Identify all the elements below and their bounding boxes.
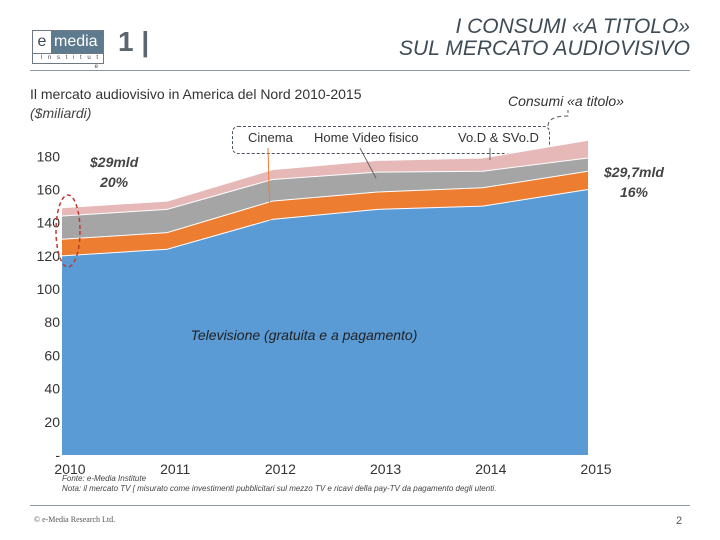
y-tick-label: - — [55, 447, 60, 463]
callout-2015: $29,7mld 16% — [604, 162, 664, 202]
x-tick-label: 2015 — [580, 461, 611, 477]
x-tick-label: 2014 — [475, 461, 506, 477]
area-vod-edge — [61, 139, 589, 209]
x-tick-label: 2010 — [54, 461, 85, 477]
y-tick-label: 180 — [37, 148, 61, 164]
chart-unit: ($miliardi) — [30, 105, 92, 121]
footer-copyright: © e-Media Research Ltd. — [34, 515, 116, 524]
legend-frame-helper — [232, 116, 548, 139]
x-tick-label: 2012 — [265, 461, 296, 477]
x-tick-label: 2013 — [370, 461, 401, 477]
y-tick-label: 120 — [37, 248, 61, 264]
y-tick-label: 140 — [37, 215, 61, 231]
logo-subtitle: I n s t i t u t e — [33, 53, 103, 70]
page-number: 2 — [676, 515, 683, 527]
leader-cinema — [267, 147, 271, 222]
area-vod — [62, 140, 588, 216]
company-logo: e media I n s t i t u t e — [32, 30, 104, 70]
note-line: Nota: il mercato TV [ misurato come inve… — [62, 484, 497, 493]
highlight-2010 — [55, 194, 81, 268]
callout-2010: $29mld 20% — [90, 152, 138, 192]
area-cinema-edge — [61, 170, 589, 240]
y-tick-label: 100 — [37, 281, 61, 297]
source-note: Fonte: e-Media Institute Nota: il mercat… — [62, 474, 496, 494]
legend-box — [232, 126, 550, 154]
y-tick-label: 20 — [44, 414, 60, 430]
area-tv — [62, 189, 588, 455]
y-tick-label: 80 — [44, 314, 60, 330]
legend-vod: Vo.D & SVo.D — [458, 130, 539, 145]
leader-home-video — [359, 147, 377, 179]
chart-title: Il mercato audiovisivo in America del No… — [30, 86, 362, 102]
y-tick-label: 60 — [44, 347, 60, 363]
area-home-video-edge — [61, 157, 589, 217]
callout-2015-pct: 16% — [619, 184, 648, 200]
callout-2015-value: $29,7mld — [604, 164, 664, 180]
footer-divider — [30, 505, 690, 506]
logo-media: media — [51, 31, 103, 53]
callout-2010-pct: 20% — [100, 174, 129, 190]
source-line: Fonte: e-Media Institute — [62, 474, 147, 483]
legend-cinema: Cinema — [248, 130, 293, 145]
consumi-connector — [547, 110, 569, 127]
legend-home-video: Home Video fisico — [314, 130, 419, 145]
section-number: 1 | — [118, 26, 150, 57]
area-home-video — [62, 158, 588, 240]
slide-title-line2: SUL MERCATO AUDIOVISIVO — [399, 37, 690, 60]
x-tick-label: 2011 — [160, 461, 190, 477]
slide-title-line1: I CONSUMI «A TITOLO» — [455, 15, 690, 38]
y-tick-label: 160 — [37, 181, 61, 197]
y-tick-label: 40 — [44, 381, 60, 397]
area-tv-edge — [61, 189, 589, 257]
consumi-label: Consumi «a titolo» — [508, 93, 624, 109]
area-cinema — [62, 171, 588, 256]
title-divider — [30, 70, 690, 71]
tv-area-label: Televisione (gratuita e a pagamento) — [191, 327, 418, 343]
logo-e: e — [37, 33, 47, 50]
slide-title: I CONSUMI «A TITOLO» SUL MERCATO AUDIOVI… — [399, 16, 690, 60]
callout-2010-value: $29mld — [90, 154, 139, 170]
